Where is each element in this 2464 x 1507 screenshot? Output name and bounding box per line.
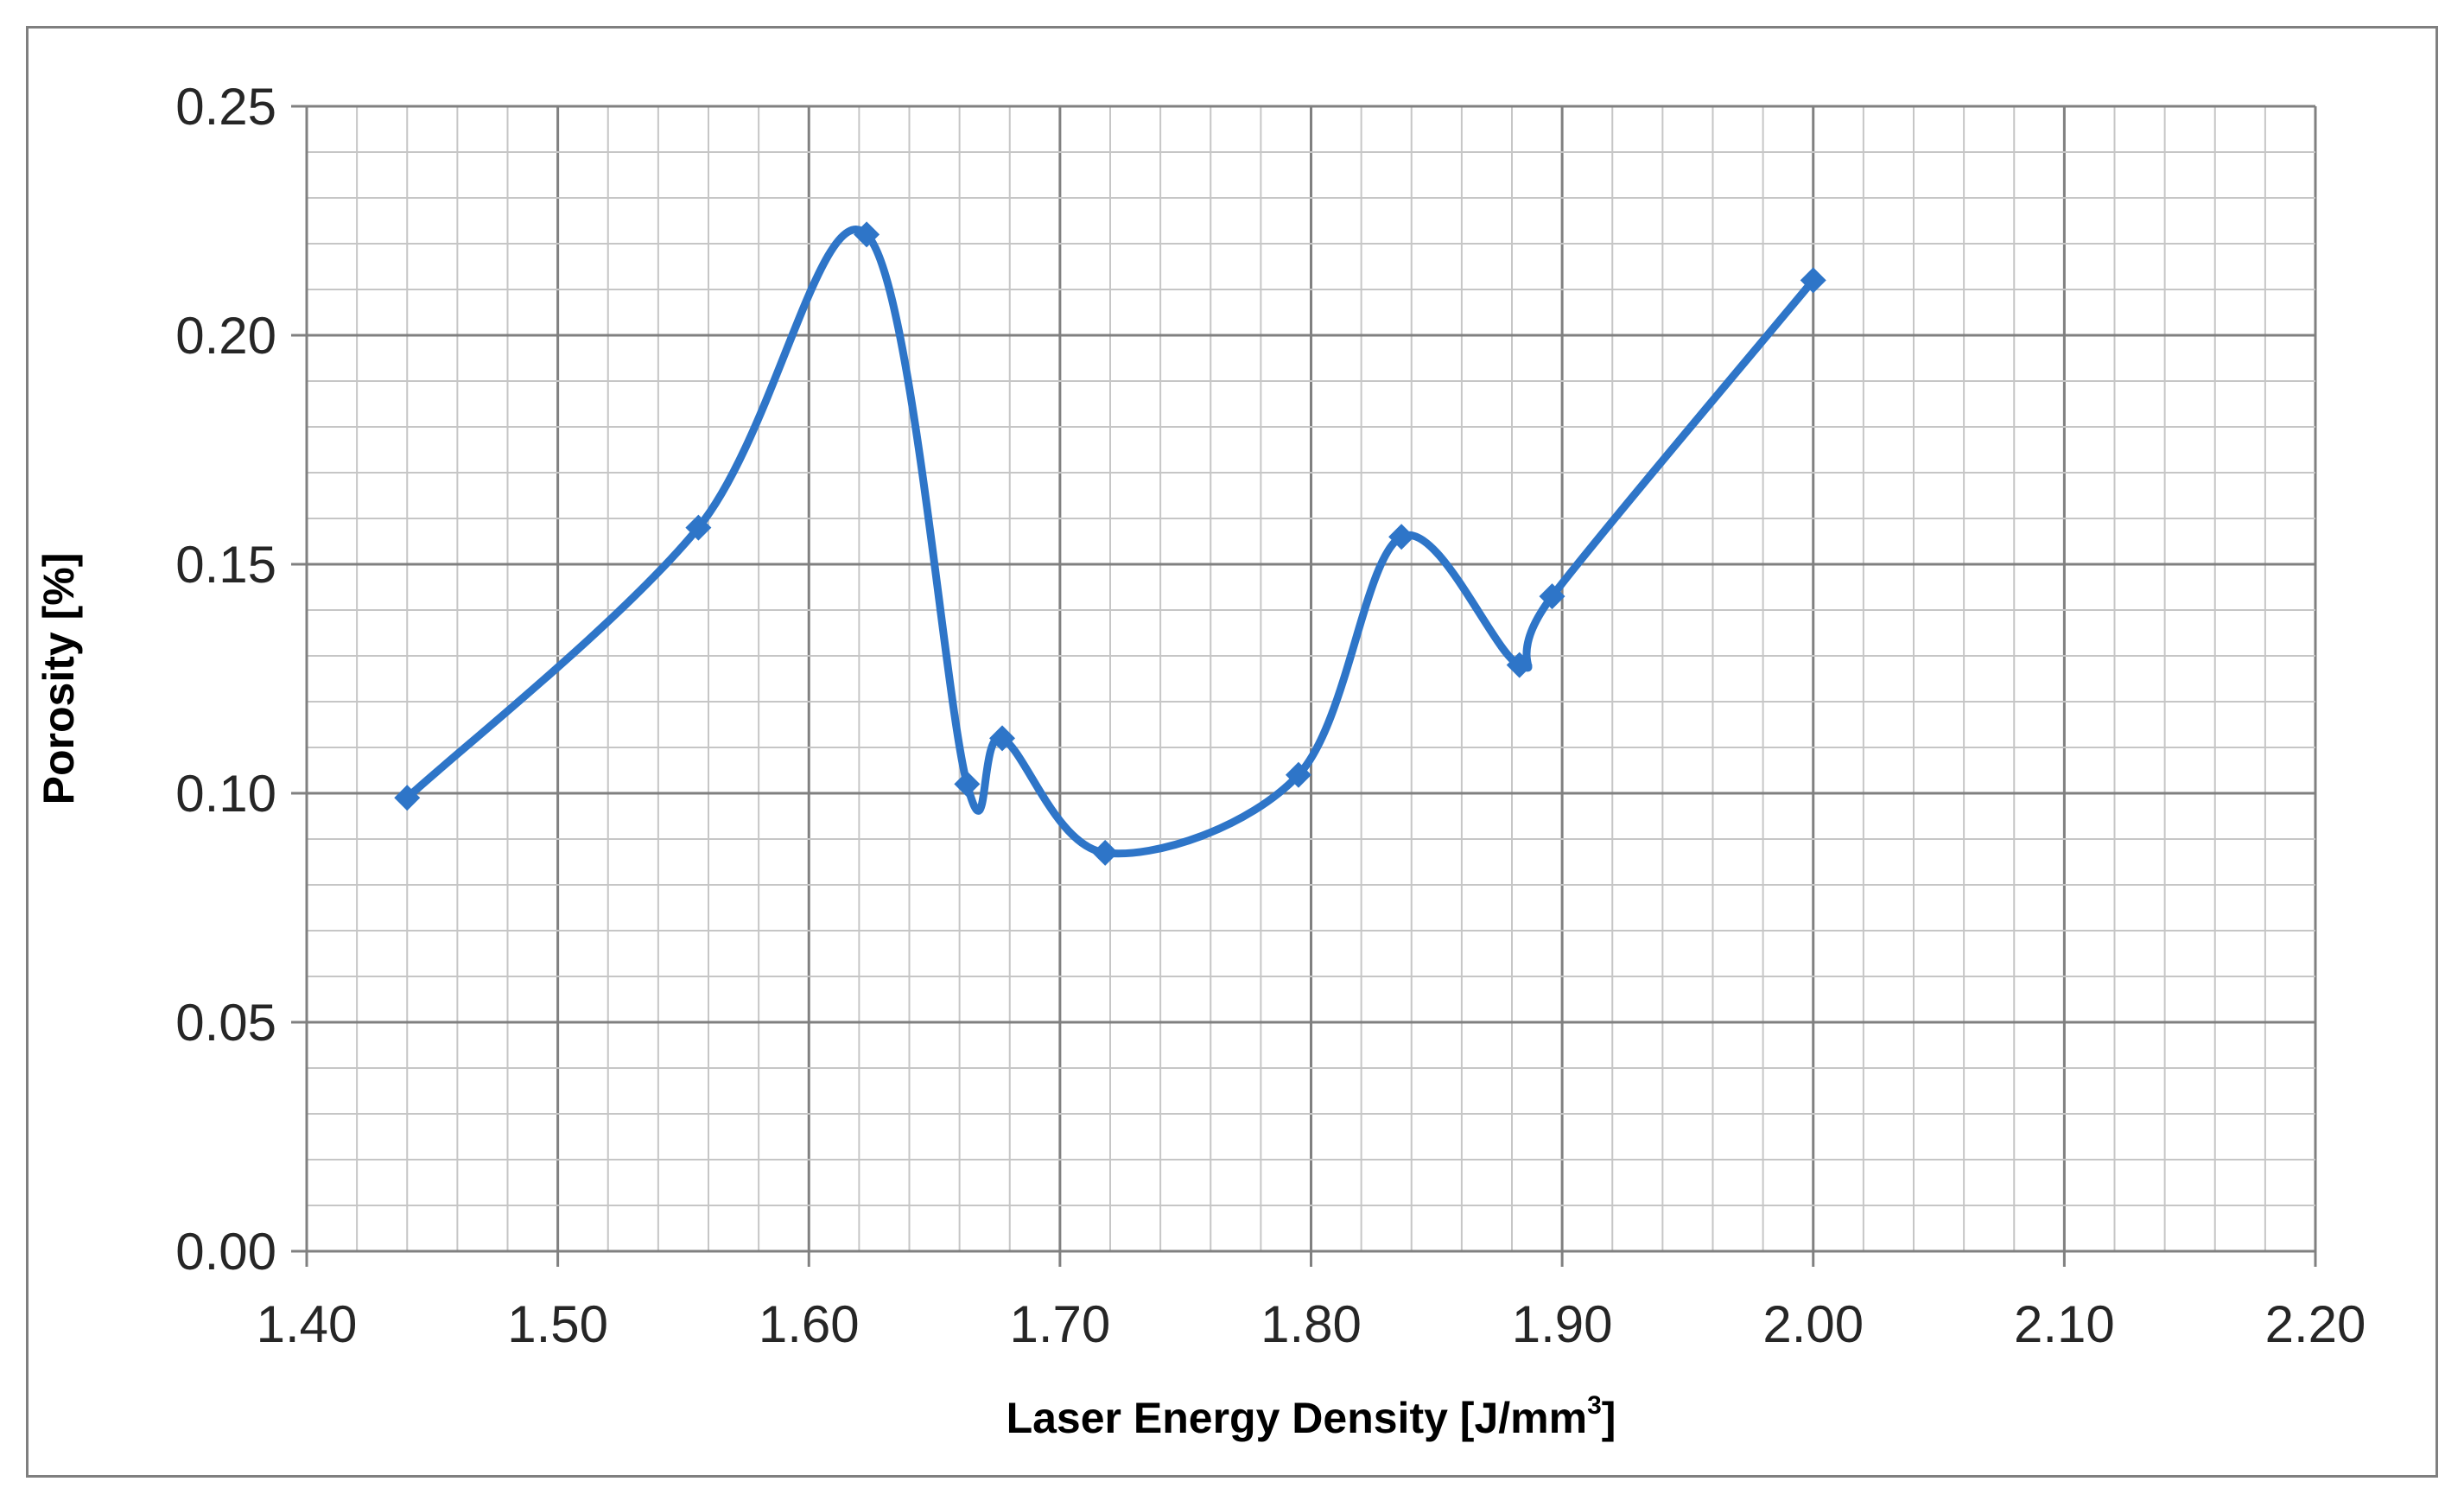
x-tick-label: 1.60 — [759, 1295, 860, 1353]
x-tick-label: 2.00 — [1762, 1295, 1864, 1353]
data-point-marker — [685, 514, 712, 541]
x-tick-label: 2.10 — [2014, 1295, 2115, 1353]
y-tick-label: 0.10 — [175, 765, 276, 823]
axes — [291, 105, 2317, 1267]
x-axis-title-text: Laser Energy Density [J/mm — [1007, 1394, 1588, 1442]
y-tick-label: 0.00 — [175, 1223, 276, 1281]
data-point-marker — [394, 785, 421, 811]
y-tick-label: 0.20 — [175, 307, 276, 365]
x-axis-title-superscript: 3 — [1587, 1391, 1602, 1420]
x-tick-label: 2.20 — [2265, 1295, 2366, 1353]
data-point-marker — [1506, 652, 1533, 678]
data-point-marker — [1092, 839, 1119, 866]
x-tick-label: 1.90 — [1512, 1295, 1613, 1353]
data-point-marker — [954, 771, 981, 798]
y-tick-label: 0.25 — [175, 78, 276, 136]
x-axis-title-end: ] — [1602, 1394, 1616, 1442]
data-point-marker — [854, 221, 880, 248]
grid — [305, 105, 2317, 1253]
data-point-marker — [1539, 583, 1565, 610]
x-tick-label: 1.70 — [1009, 1295, 1110, 1353]
x-tick-label: 1.40 — [257, 1295, 358, 1353]
x-tick-label: 1.80 — [1261, 1295, 1362, 1353]
data-point-marker — [1388, 524, 1415, 550]
series-layer — [394, 221, 1826, 866]
chart-frame: 0.00 0.05 0.10 0.15 0.20 0.25 1.40 1.50 1.60 1.7… — [26, 26, 2438, 1478]
y-tick-label: 0.15 — [175, 536, 276, 594]
data-point-marker — [1285, 761, 1311, 788]
y-tick-label: 0.05 — [175, 994, 276, 1052]
y-tick-labels: 0.00 0.05 0.10 0.15 0.20 0.25 — [175, 78, 276, 1281]
data-point-marker — [1800, 267, 1826, 294]
x-tick-labels: 1.40 1.50 1.60 1.70 1.80 1.90 2.00 2.10 2.20 — [257, 1295, 2366, 1353]
line-chart: 0.00 0.05 0.10 0.15 0.20 0.25 1.40 1.50 1.60 1.7… — [35, 78, 2366, 1442]
x-axis-title: Laser Energy Density [J/mm3] — [1007, 1391, 1616, 1442]
x-tick-label: 1.50 — [507, 1295, 608, 1353]
y-axis-title: Porosity [%] — [35, 553, 83, 805]
data-point-marker — [989, 725, 1016, 752]
